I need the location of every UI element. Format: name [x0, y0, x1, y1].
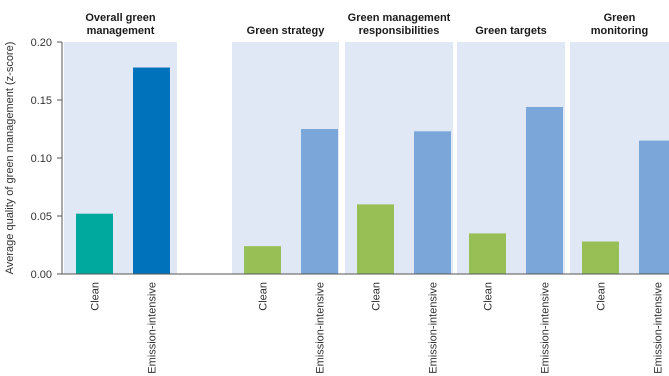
x-tick-label: Emission-intensive	[653, 282, 665, 374]
x-tick-label: Clean	[371, 282, 383, 311]
bar-clean	[582, 241, 619, 274]
panel-title: Overall green	[85, 12, 156, 24]
bar-clean	[244, 246, 281, 274]
bar-clean	[76, 213, 113, 274]
y-tick-label: 0.20	[31, 37, 52, 49]
x-tick-label: Emission-intensive	[428, 282, 440, 374]
y-tick-label: 0.00	[31, 269, 52, 281]
panel-title: Green targets	[475, 25, 547, 37]
y-tick-label: 0.05	[31, 211, 52, 223]
y-axis-title: Average quality of green management (z-s…	[4, 42, 16, 275]
panel-title: Green	[604, 12, 636, 24]
x-tick-label: Emission-intensive	[315, 282, 327, 374]
bar-clean	[357, 204, 394, 274]
x-tick-label: Emission-intensive	[540, 282, 552, 374]
x-tick-label: Clean	[483, 282, 495, 311]
bar-emission-intensive	[639, 140, 669, 274]
bar-emission-intensive	[414, 131, 451, 274]
bar-emission-intensive	[526, 106, 563, 275]
bars-layer	[76, 67, 669, 275]
bar-clean	[469, 233, 506, 274]
x-tick-label: Emission-intensive	[147, 282, 159, 374]
x-tick-label: Clean	[90, 282, 102, 311]
panel-title: Green management	[348, 12, 451, 24]
panel-title: management	[87, 25, 155, 37]
panel-title: Green strategy	[247, 25, 326, 37]
x-axis-labels: Clean Emission-intensive Clean Emission-int…	[90, 282, 665, 374]
y-axis: 0.00 0.05 0.10 0.15 0.20	[31, 37, 63, 281]
bar-emission-intensive	[301, 129, 338, 274]
panel-title: responsibilities	[359, 25, 440, 37]
panel-title: monitoring	[591, 25, 648, 37]
x-tick-label: Clean	[596, 282, 608, 311]
bar-emission-intensive	[133, 67, 170, 275]
y-tick-label: 0.15	[31, 95, 52, 107]
x-tick-label: Clean	[258, 282, 270, 311]
y-tick-label: 0.10	[31, 153, 52, 165]
